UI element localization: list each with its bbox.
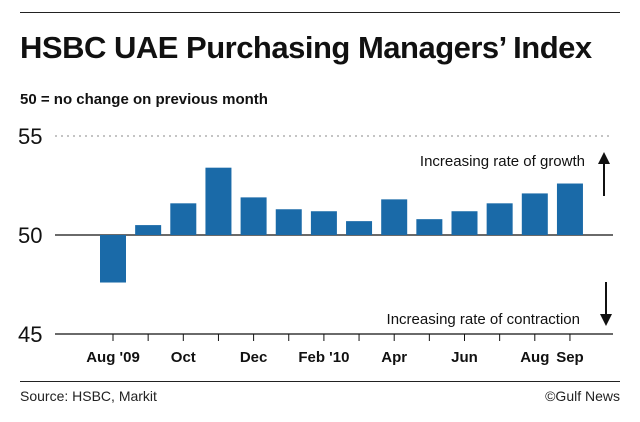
growth-annotation: Increasing rate of growth: [420, 153, 585, 170]
bar: [451, 211, 478, 235]
y-tick-label: 50: [18, 223, 42, 248]
bar: [205, 167, 232, 235]
bar: [556, 183, 583, 235]
x-tick-label: Feb '10: [298, 349, 349, 366]
chart-subtitle: 50 = no change on previous month: [20, 91, 268, 108]
bar: [381, 199, 408, 235]
y-tick-label: 55: [18, 124, 42, 149]
bar: [486, 203, 513, 235]
chart-labels: 45 50 55 Aug '09 Oct Dec Feb '10 Apr Jun Aug Sep In…: [18, 124, 585, 366]
bar: [240, 197, 267, 235]
bar: [346, 221, 373, 235]
bar: [521, 193, 548, 235]
contraction-arrow-icon: [600, 314, 612, 326]
bar: [310, 211, 337, 235]
top-rule: [20, 12, 620, 13]
bar: [100, 235, 126, 283]
chart-plot: 45 50 55 Aug '09 Oct Dec Feb '10 Apr Jun Aug Sep In…: [18, 124, 613, 366]
x-tick-label: Oct: [171, 349, 196, 366]
x-tick-label: Dec: [240, 349, 268, 366]
bar: [275, 209, 302, 235]
x-tick-label: Sep: [556, 349, 584, 366]
x-tick-label: Aug '09: [86, 349, 140, 366]
credit-note: ©Gulf News: [545, 388, 620, 404]
contraction-annotation: Increasing rate of contraction: [387, 311, 580, 328]
growth-arrow-icon: [598, 152, 610, 164]
source-note: Source: HSBC, Markit: [20, 388, 157, 404]
x-tick-label: Aug: [520, 349, 549, 366]
bottom-rule: [20, 381, 620, 382]
bar: [416, 219, 443, 235]
chart-bars: [100, 167, 583, 283]
x-tick-label: Apr: [381, 349, 407, 366]
chart-title: HSBC UAE Purchasing Managers’ Index: [20, 30, 592, 65]
x-tick-label: Jun: [451, 349, 478, 366]
bar: [170, 203, 197, 235]
y-tick-label: 45: [18, 322, 42, 347]
bar: [135, 225, 162, 235]
